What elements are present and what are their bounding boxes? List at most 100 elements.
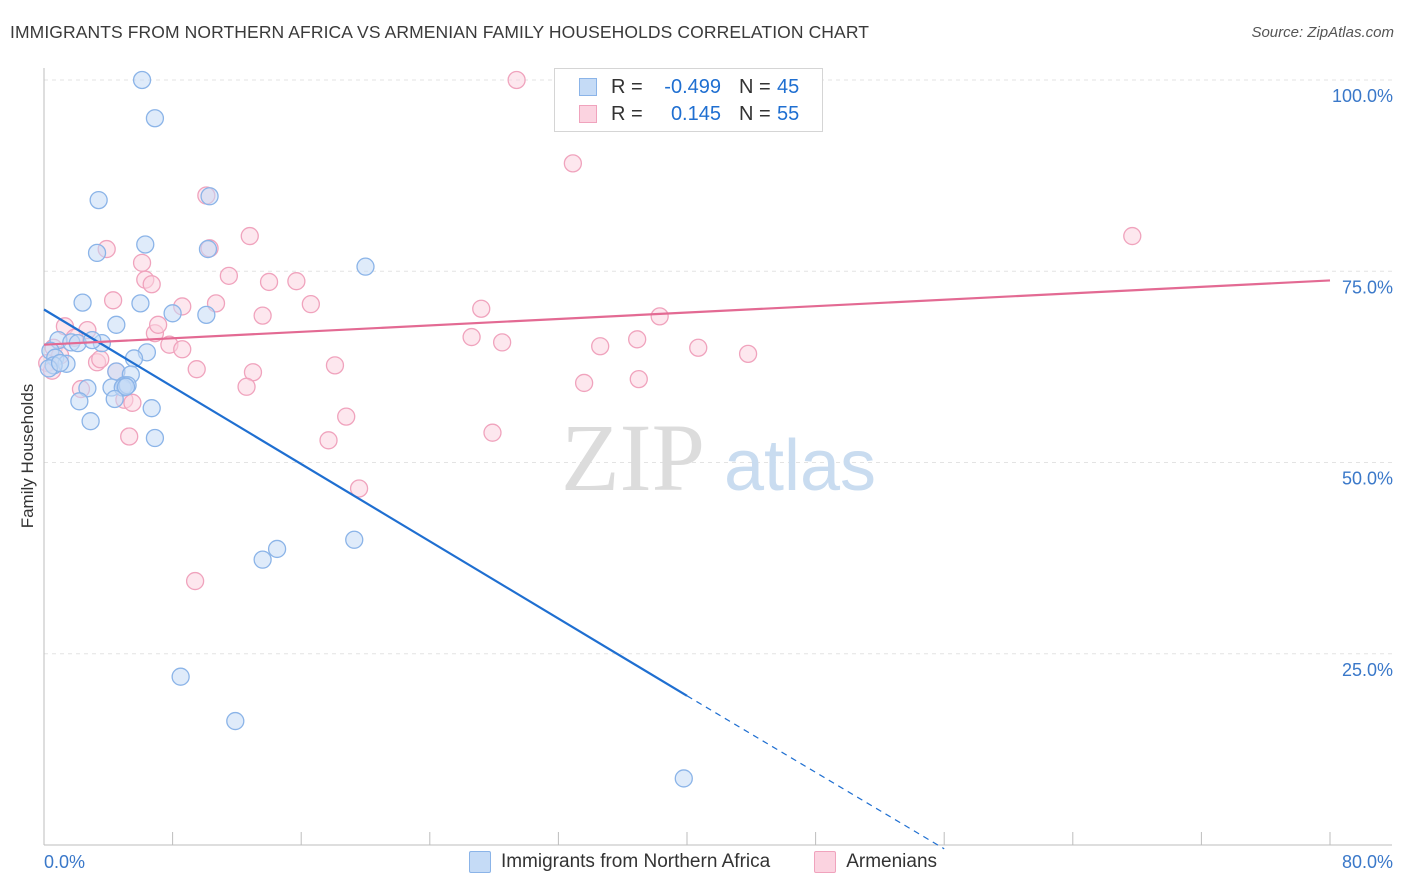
data-point-immigrants — [78, 379, 97, 398]
watermark: ZIP atlas — [561, 404, 876, 511]
legend-row-pink: R = 0.145 N = 55 — [579, 101, 799, 127]
data-point-immigrants — [171, 667, 190, 686]
data-point-armenians — [689, 338, 708, 357]
data-point-immigrants — [226, 711, 245, 731]
data-point-immigrants — [200, 187, 219, 206]
watermark-atlas: atlas — [724, 426, 876, 506]
data-point-immigrants — [198, 239, 218, 259]
data-point-immigrants — [81, 412, 100, 431]
data-point-armenians — [148, 315, 168, 334]
data-point-armenians — [123, 393, 142, 412]
data-point-armenians — [259, 272, 279, 292]
legend-r-value: 0.145 — [670, 102, 721, 125]
data-point-armenians — [483, 423, 502, 442]
data-point-immigrants — [267, 539, 287, 559]
data-point-immigrants — [145, 428, 165, 448]
data-point-armenians — [563, 154, 583, 173]
data-point-armenians — [492, 333, 512, 352]
data-point-armenians — [120, 427, 139, 446]
correlation-legend: R = -0.499 N = 45 R = 0.145 N = 55 — [554, 68, 823, 132]
data-point-armenians — [472, 299, 491, 318]
data-point-armenians — [142, 275, 161, 294]
data-point-immigrants — [145, 109, 165, 128]
data-point-immigrants — [87, 243, 107, 263]
data-point-immigrants — [163, 304, 182, 323]
axes — [43, 68, 1392, 846]
trend-line-armenians — [43, 279, 1331, 346]
data-point-immigrants — [345, 530, 364, 549]
data-point-armenians — [219, 266, 239, 285]
legend-swatch-blue — [579, 78, 597, 96]
chart-source: Source: ZipAtlas.com — [1251, 24, 1394, 41]
y-tick-label: 100.0% — [1332, 86, 1393, 106]
legend-r-label: R = — [611, 75, 643, 98]
y-tick-label: 25.0% — [1342, 660, 1393, 680]
legend-swatch-blue — [468, 851, 491, 873]
legend-label-immigrants: Immigrants from Northern Africa — [500, 851, 771, 872]
legend-n-value: 45 — [777, 75, 800, 98]
legend-label-armenians: Armenians — [846, 851, 938, 872]
data-point-armenians — [132, 253, 152, 272]
chart-title: IMMIGRANTS FROM NORTHERN AFRICA VS ARMEN… — [10, 22, 870, 42]
legend-n-label: N = — [739, 75, 771, 98]
data-point-armenians — [629, 369, 648, 389]
data-point-armenians — [287, 272, 306, 291]
trend-line-immigrants-extrapolated — [686, 695, 945, 850]
data-point-immigrants — [116, 377, 136, 396]
data-point-armenians — [650, 307, 669, 326]
data-point-armenians — [237, 377, 256, 396]
data-point-armenians — [349, 479, 369, 498]
data-point-armenians — [187, 360, 206, 379]
legend-n-value: 55 — [777, 102, 800, 125]
y-tick-label: 50.0% — [1342, 469, 1393, 489]
y-tick-labels: 25.0% 50.0% 75.0% 100.0% — [1332, 86, 1393, 680]
data-point-armenians — [240, 226, 259, 246]
data-point-immigrants — [73, 293, 92, 312]
data-point-armenians — [628, 330, 647, 349]
data-point-armenians — [1123, 226, 1142, 246]
y-axis-label: Family Households — [18, 383, 37, 529]
data-point-immigrants — [107, 315, 126, 334]
data-point-immigrants — [356, 257, 375, 276]
data-point-armenians — [185, 571, 205, 591]
data-point-armenians — [301, 294, 320, 314]
data-point-immigrants — [197, 305, 216, 325]
data-point-immigrants — [105, 389, 124, 409]
data-point-armenians — [462, 327, 481, 347]
data-point-armenians — [738, 344, 758, 364]
grid-lines — [44, 79, 1392, 655]
data-point-armenians — [507, 70, 526, 90]
data-point-armenians — [574, 373, 594, 393]
data-point-armenians — [173, 340, 192, 359]
x-tick-label-max: 80.0% — [1341, 852, 1393, 872]
watermark-zip: ZIP — [561, 404, 705, 511]
data-point-immigrants — [89, 190, 108, 210]
series-immigrants-northern-africa — [39, 70, 693, 788]
legend-swatch-pink — [579, 105, 597, 123]
legend-row-blue: R = -0.499 N = 45 — [579, 74, 799, 100]
legend-swatch-pink — [814, 851, 837, 873]
legend-item-immigrants: Immigrants from Northern Africa — [468, 851, 771, 873]
x-tick-label-min: 0.0% — [44, 852, 86, 872]
data-point-immigrants — [674, 769, 693, 788]
data-point-immigrants — [131, 294, 150, 313]
data-point-immigrants — [132, 70, 152, 90]
legend-r-label: R = — [611, 102, 643, 125]
legend-n-label: N = — [739, 102, 771, 125]
data-point-armenians — [325, 356, 345, 375]
trend-line-immigrants — [43, 308, 688, 697]
data-point-armenians — [591, 337, 610, 356]
data-point-armenians — [253, 306, 272, 325]
data-point-armenians — [103, 291, 123, 310]
data-point-immigrants — [70, 392, 89, 411]
data-point-immigrants — [253, 550, 272, 569]
trend-lines — [43, 279, 1331, 850]
data-point-armenians — [91, 350, 110, 369]
data-point-immigrants — [142, 399, 161, 418]
legend-r-value: -0.499 — [664, 75, 721, 98]
data-point-immigrants — [136, 235, 155, 254]
data-point-immigrants — [50, 353, 70, 373]
series-armenians — [38, 70, 1142, 591]
data-point-armenians — [337, 407, 356, 426]
